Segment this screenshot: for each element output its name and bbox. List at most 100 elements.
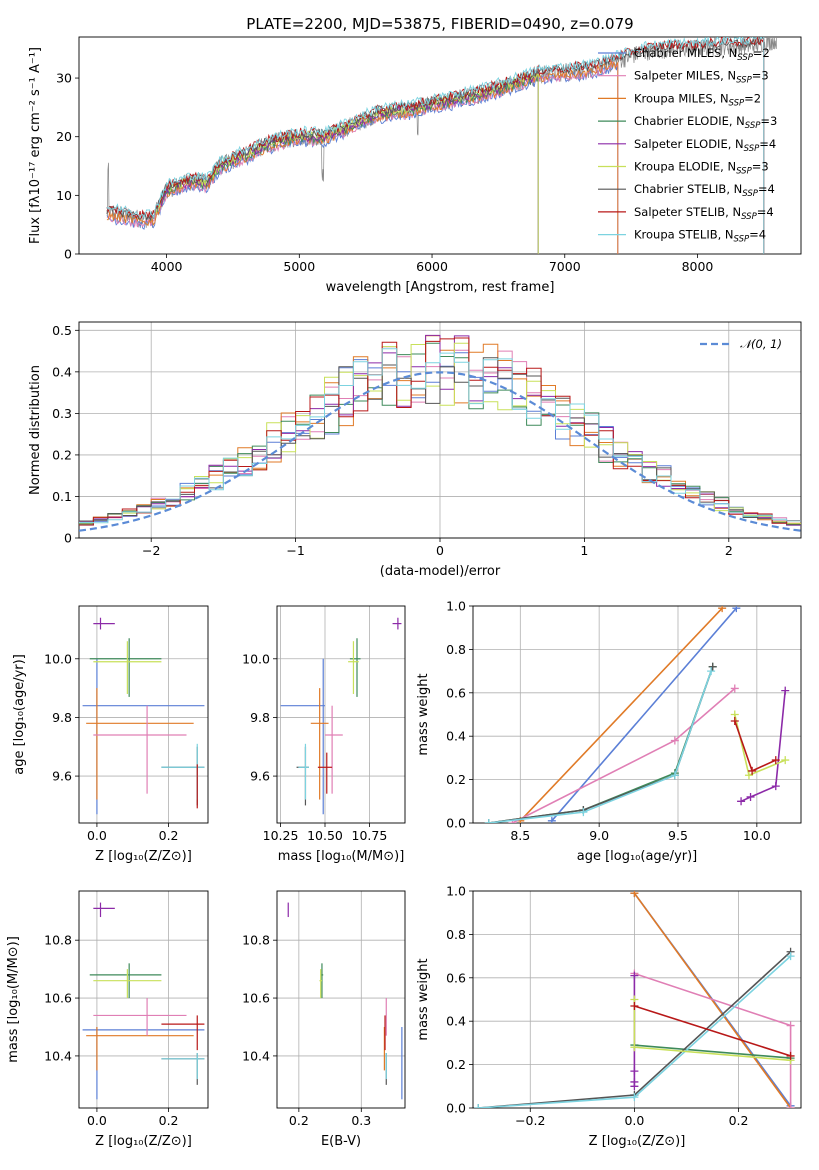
weight-marker-kroupa_stelib bbox=[474, 1104, 483, 1108]
y-tick-label: 0.0 bbox=[446, 816, 466, 831]
weight_vs_Z-ylabel: mass weight bbox=[416, 958, 431, 1040]
y-tick-label: 0.5 bbox=[52, 323, 72, 338]
weight-marker-salpeter_miles bbox=[670, 736, 679, 745]
age_vs_Z-axes: 0.0 0.2 9.6 9.8 10.0 Z [log₁₀(Z/Z⊙)] age [log₁… bbox=[12, 605, 209, 864]
y-tick-label: 10.0 bbox=[242, 651, 270, 666]
weight-marker-salpeter_elodie bbox=[630, 971, 639, 980]
y-tick-label: 10.6 bbox=[44, 991, 72, 1006]
y-tick-label: 0.0 bbox=[446, 1101, 466, 1116]
legend-model-name: Salpeter STELIB, N bbox=[634, 205, 741, 219]
legend-ssp-count: =2 bbox=[744, 91, 761, 105]
legend-ssp-subscript: SSP bbox=[729, 98, 745, 108]
legend-ssp-count: =4 bbox=[749, 228, 766, 242]
legend-ssp-subscript: SSP bbox=[742, 189, 758, 199]
weight-line-kroupa_miles bbox=[633, 892, 792, 1108]
weight_vs_Z-xlabel: Z [log₁₀(Z/Z⊙)] bbox=[589, 1134, 686, 1149]
weight-marker-chabrier_miles bbox=[732, 606, 741, 613]
x-tick-label: 10.75 bbox=[352, 828, 388, 843]
y-tick-label: 10.0 bbox=[44, 651, 72, 666]
y-tick-label: 0.4 bbox=[446, 729, 466, 744]
x-tick-label: −2 bbox=[142, 543, 160, 558]
age_vs_Z-plot-area bbox=[82, 617, 205, 815]
legend-ssp-subscript: SSP bbox=[745, 121, 761, 131]
x-tick-label: −0.2 bbox=[515, 1113, 545, 1128]
y-tick-label: 10.6 bbox=[242, 991, 270, 1006]
age_vs_mass-axes: 10.25 10.50 10.75 9.6 9.8 10.0 mass [log₁₀(M/M… bbox=[242, 605, 406, 864]
age_vs_mass-plot-area bbox=[280, 617, 402, 815]
legend-model-name: Kroupa MILES, N bbox=[634, 91, 729, 105]
y-tick-label: 10 bbox=[56, 188, 72, 203]
x-tick-label: 2 bbox=[725, 543, 733, 558]
legend-ssp-subscript: SSP bbox=[741, 212, 757, 222]
weight-marker-chabrier_miles bbox=[547, 816, 556, 823]
weight-marker-kroupa_miles bbox=[630, 891, 639, 898]
weight-marker-salpeter_elodie bbox=[630, 1067, 639, 1076]
axes-frame bbox=[472, 890, 802, 1109]
legend-label-chabrier_elodie: Chabrier ELODIE, NSSP=3 bbox=[634, 114, 777, 131]
x-tick-label: 8000 bbox=[682, 259, 714, 274]
mass_vs_Z-xlabel: Z [log₁₀(Z/Z⊙)] bbox=[95, 1134, 192, 1149]
x-tick-label: 9.5 bbox=[668, 828, 688, 843]
legend-ssp-count: =4 bbox=[757, 205, 774, 219]
legend-label-chabrier_miles: Chabrier MILES, NSSP=2 bbox=[634, 46, 770, 63]
y-tick-label: 9.6 bbox=[250, 769, 270, 784]
axes-frame bbox=[78, 36, 802, 255]
weight-line-chabrier_stelib bbox=[488, 666, 714, 823]
legend-ssp-count: =3 bbox=[752, 69, 769, 83]
weight-marker-salpeter_elodie bbox=[746, 792, 755, 801]
y-tick-label: 10.4 bbox=[242, 1048, 270, 1063]
mass_vs_Z-ylabel: mass [log₁₀(M/M⊙)] bbox=[6, 936, 21, 1063]
y-tick-label: 9.8 bbox=[250, 710, 270, 725]
age_vs_Z-ylabel: age [log₁₀(age/yr)] bbox=[12, 654, 27, 775]
x-tick-label: 9.0 bbox=[589, 828, 609, 843]
y-tick-label: 0.6 bbox=[446, 685, 466, 700]
y-tick-label: 0.2 bbox=[446, 1057, 466, 1072]
weight_vs_Z-axes: −0.2 0.0 0.2 0.0 0.2 0.4 0.6 0.8 1.0 Z [log₁₀(Z/Z… bbox=[416, 884, 802, 1149]
legend-label-salpeter_elodie: Salpeter ELODIE, NSSP=4 bbox=[634, 137, 776, 154]
x-tick-label: 0.3 bbox=[351, 1113, 371, 1128]
weight_vs_Z-plot-area bbox=[474, 891, 795, 1108]
legend-label-normal: 𝒩(0, 1) bbox=[740, 337, 782, 351]
normal-distribution-curve bbox=[79, 371, 801, 532]
weight-line-kroupa_miles bbox=[519, 607, 723, 822]
weight-marker-salpeter_stelib bbox=[786, 1051, 795, 1060]
model-spectrum-salpeter_elodie bbox=[155, 73, 539, 254]
legend-label-salpeter_stelib: Salpeter STELIB, NSSP=4 bbox=[634, 205, 774, 222]
x-tick-label: 4000 bbox=[151, 259, 183, 274]
weight-marker-salpeter_miles bbox=[786, 1021, 795, 1030]
legend-label-salpeter_miles: Salpeter MILES, NSSP=3 bbox=[634, 69, 769, 86]
weight-marker-salpeter_stelib bbox=[771, 756, 780, 765]
weight_vs_age-plot-area bbox=[484, 606, 790, 823]
axes-frame bbox=[78, 321, 802, 539]
weight-line-salpeter_miles bbox=[634, 972, 792, 1108]
x-tick-label: 0.0 bbox=[624, 1113, 644, 1128]
x-tick-label: 7000 bbox=[549, 259, 581, 274]
y-tick-label: 0.8 bbox=[446, 927, 466, 942]
weight-marker-chabrier_stelib bbox=[708, 662, 717, 671]
x-tick-label: 0 bbox=[436, 543, 444, 558]
legend-ssp-count: =3 bbox=[760, 114, 777, 128]
weight-marker-salpeter_elodie bbox=[781, 686, 790, 695]
spectrum-ylabel: Flux [fλ10⁻¹⁷ erg cm⁻² s⁻¹ A⁻¹] bbox=[28, 47, 43, 244]
y-tick-label: 10.8 bbox=[242, 933, 270, 948]
y-tick-label: 1.0 bbox=[446, 884, 466, 899]
weight-marker-salpeter_elodie bbox=[771, 782, 780, 791]
spectrum-plot-area bbox=[106, 37, 777, 254]
residuals-axes: −2 −1 0 1 2 0 0.1 0.2 0.3 0.4 0.5 (data-model)/erro… bbox=[28, 321, 802, 579]
x-tick-label: 0.2 bbox=[289, 1113, 309, 1128]
spectrum-axes: 4000 5000 6000 7000 8000 0 10 20 30 wavelength [A… bbox=[28, 15, 802, 295]
weight-line-chabrier_miles bbox=[551, 607, 737, 822]
y-tick-label: 0.2 bbox=[52, 447, 72, 462]
model-spectrum-chabrier_miles bbox=[106, 62, 619, 254]
x-tick-label: 0.2 bbox=[159, 1113, 179, 1128]
legend-model-name: Salpeter ELODIE, N bbox=[634, 137, 744, 151]
weight-line-kroupa_stelib bbox=[488, 670, 712, 823]
legend-model-name: Kroupa ELODIE, N bbox=[634, 160, 736, 174]
x-tick-label: 10.0 bbox=[743, 828, 771, 843]
y-tick-label: 0.4 bbox=[446, 1014, 466, 1029]
mass_vs_Z-axes: 0.0 0.2 10.4 10.6 10.8 Z [log₁₀(Z/Z⊙)] mass [l… bbox=[6, 890, 209, 1149]
legend-ssp-count: =3 bbox=[752, 160, 769, 174]
weight-marker-kroupa_elodie bbox=[744, 771, 753, 780]
weight_vs_age-xlabel: age [log₁₀(age/yr)] bbox=[577, 849, 698, 864]
